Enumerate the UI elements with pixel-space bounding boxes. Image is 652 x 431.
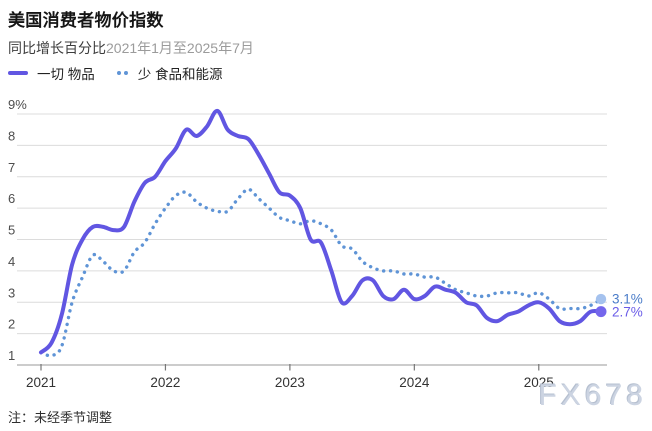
- legend-item-all-items: 一切 物品: [8, 63, 95, 83]
- chart-header: 美国消费者物价指数 同比增长百分比2021年1月至2025年7月: [8, 6, 254, 58]
- all-items-end-dot: [595, 306, 607, 318]
- x-axis-label: 2024: [399, 375, 430, 390]
- y-axis-label: 3: [8, 285, 15, 300]
- x-axis-label: 2023: [275, 375, 305, 390]
- y-axis-label: 8: [8, 128, 15, 143]
- footnote: 注：未经季节调整: [8, 410, 113, 425]
- y-axis-label: 7: [8, 160, 15, 175]
- chart-legend: 一切 物品 少 食品和能源: [8, 63, 223, 83]
- x-axis-label: 2025: [524, 375, 554, 390]
- core-cpi-line: [39, 187, 603, 358]
- core-end-dot: [595, 293, 607, 305]
- y-axis-label: 6: [8, 191, 15, 206]
- y-axis-label: 2: [8, 317, 15, 332]
- x-axis-label: 2021: [26, 375, 56, 390]
- chart-subtitle: 同比增长百分比2021年1月至2025年7月: [8, 38, 254, 58]
- y-axis-label: 9%: [8, 97, 27, 112]
- subtitle-label: 同比增长百分比: [8, 40, 106, 56]
- all-items-cpi-line: [39, 108, 603, 355]
- solid-line-swatch-icon: [8, 71, 28, 75]
- watermark: FX678: [538, 379, 647, 412]
- x-axis-label: 2022: [150, 375, 180, 390]
- legend-label-core: 少 食品和能源: [137, 67, 223, 82]
- subtitle-date-range: 2021年1月至2025年7月: [106, 40, 254, 56]
- legend-label-all-items: 一切 物品: [37, 67, 95, 82]
- page-title: 美国消费者物价指数: [8, 11, 164, 30]
- y-axis-label: 4: [8, 254, 15, 269]
- legend-item-core: 少 食品和能源: [116, 63, 223, 83]
- core-end-value-label: 3.1%: [612, 292, 643, 307]
- y-axis-label: 5: [8, 223, 15, 238]
- all-items-end-value-label: 2.7%: [612, 305, 643, 320]
- y-axis-label: 1: [8, 348, 15, 363]
- dotted-line-swatch-icon: [116, 71, 128, 75]
